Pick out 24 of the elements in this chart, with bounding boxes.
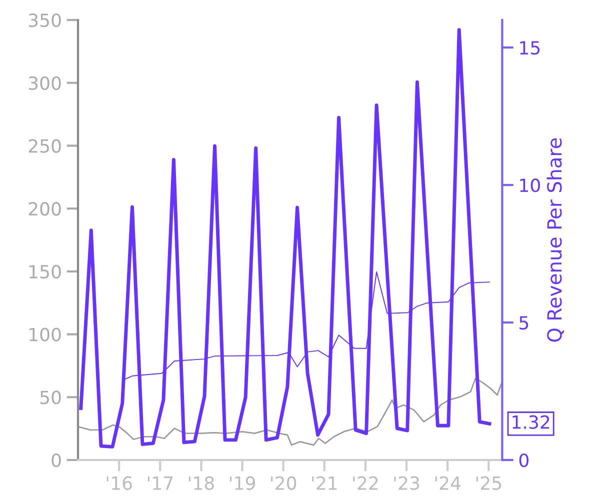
data-label: 1.32: [512, 415, 550, 429]
y2-tick-label: 10: [520, 178, 540, 192]
y-tick-label: 300: [28, 76, 61, 90]
y2-tick-label: 15: [520, 41, 540, 55]
y2-tick-label: 5: [520, 316, 528, 330]
x-tick-label: '20: [271, 476, 296, 490]
y-tick-label: 250: [28, 139, 61, 153]
y-tick-label: 100: [30, 328, 61, 342]
y-tick-label: 50: [40, 390, 61, 404]
x-tick-label: '18: [188, 476, 214, 490]
y-tick-label: 0: [52, 453, 61, 468]
x-tick-label: '19: [230, 476, 255, 490]
x-tick-label: '16: [106, 476, 132, 490]
y-tick-label: 150: [30, 264, 61, 279]
y2-axis-title: Q Revenue Per Share: [546, 138, 564, 342]
x-tick-label: '17: [148, 476, 173, 490]
y2-tick-label: 0: [519, 453, 528, 468]
x-tick-label: '23: [394, 476, 420, 490]
y-tick-label: 350: [28, 13, 61, 28]
y-tick-label: 200: [28, 202, 61, 216]
x-tick-label: '22: [353, 476, 378, 490]
x-tick-label: '25: [476, 476, 502, 490]
x-tick-label: '21: [312, 476, 337, 490]
x-tick-label: '24: [435, 476, 461, 490]
